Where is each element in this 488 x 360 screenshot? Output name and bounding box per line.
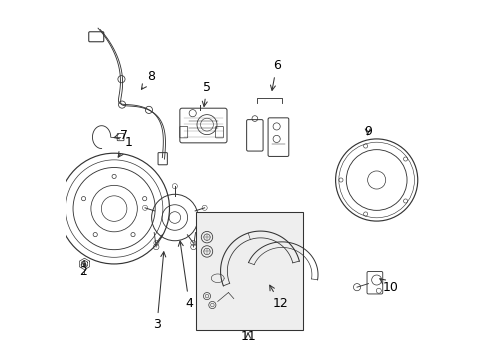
Text: 11: 11	[240, 330, 255, 343]
Text: 10: 10	[379, 279, 398, 294]
Text: 3: 3	[153, 252, 165, 331]
Text: 4: 4	[178, 241, 193, 310]
Text: 5: 5	[202, 81, 210, 107]
Text: 8: 8	[141, 70, 155, 89]
Text: 6: 6	[270, 59, 280, 90]
Text: 12: 12	[269, 285, 287, 310]
Text: 9: 9	[363, 125, 371, 138]
Text: 1: 1	[118, 136, 132, 157]
Text: 7: 7	[114, 129, 127, 142]
Bar	[196, 212, 303, 330]
Text: 2: 2	[79, 260, 86, 278]
